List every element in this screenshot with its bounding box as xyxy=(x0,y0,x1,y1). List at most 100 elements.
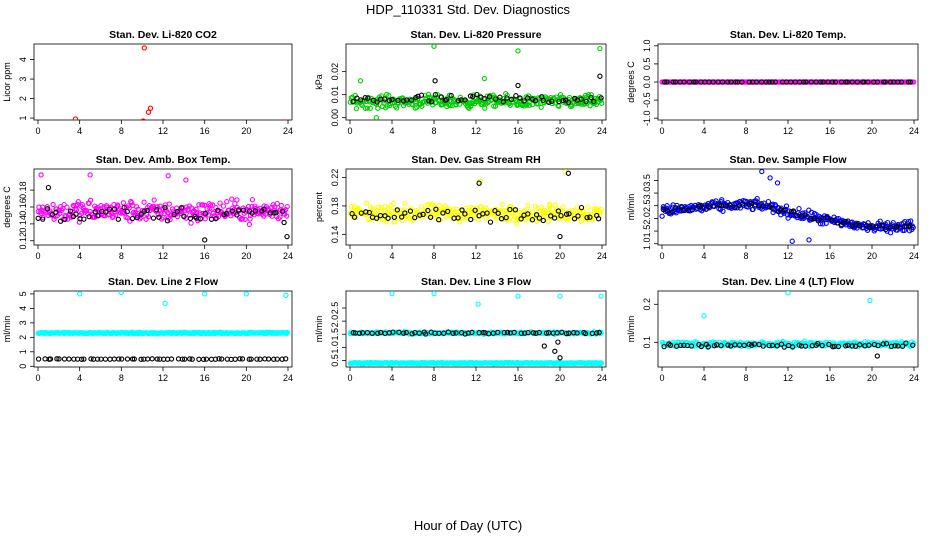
data-point xyxy=(154,207,160,213)
data-point xyxy=(137,124,141,128)
data-point xyxy=(216,208,222,215)
y-tick-label: 3.0 xyxy=(642,187,652,200)
data-point xyxy=(552,348,558,354)
data-point xyxy=(725,79,731,85)
data-point xyxy=(543,330,550,336)
data-point xyxy=(386,92,392,99)
x-tick-label: 16 xyxy=(825,126,835,136)
data-point xyxy=(185,124,189,128)
data-point xyxy=(234,124,238,128)
data-point xyxy=(43,123,47,127)
data-point xyxy=(246,356,252,362)
data-point xyxy=(60,123,64,127)
data-point xyxy=(131,356,137,362)
data-point xyxy=(389,291,395,297)
data-point xyxy=(484,210,490,216)
data-point xyxy=(898,79,905,85)
data-point xyxy=(239,356,246,362)
data-point xyxy=(174,208,180,215)
data-point xyxy=(283,356,289,362)
data-point xyxy=(436,330,442,336)
data-point xyxy=(474,91,480,98)
data-point xyxy=(127,123,131,127)
data-point xyxy=(85,124,89,128)
data-point xyxy=(270,124,274,128)
data-point xyxy=(431,291,437,297)
x-tick-label: 24 xyxy=(597,126,607,136)
data-point xyxy=(513,93,519,99)
data-point xyxy=(115,216,121,222)
data-point xyxy=(166,201,172,207)
data-point xyxy=(87,208,93,215)
data-point xyxy=(118,291,124,296)
data-point xyxy=(673,205,679,211)
data-point xyxy=(571,216,578,222)
data-point xyxy=(905,79,912,85)
data-point xyxy=(129,124,133,128)
data-point xyxy=(135,124,139,128)
data-point xyxy=(103,209,109,215)
x-tick-label: 16 xyxy=(513,373,523,383)
data-point xyxy=(106,124,110,128)
data-point xyxy=(824,214,830,221)
x-tick-label: 4 xyxy=(701,126,706,136)
data-point xyxy=(469,329,475,336)
figure-title: HDP_110331 Std. Dev. Diagnostics xyxy=(366,2,571,17)
x-tick-label: 20 xyxy=(867,251,877,261)
data-point xyxy=(262,124,266,128)
x-tick-label: 0 xyxy=(659,126,664,136)
series-samples xyxy=(35,172,290,228)
data-point xyxy=(71,124,75,128)
data-point xyxy=(113,124,117,128)
data-point xyxy=(769,205,775,211)
data-point xyxy=(722,203,729,209)
data-point xyxy=(274,200,280,207)
data-point xyxy=(145,214,152,220)
data-point xyxy=(107,124,111,128)
data-point xyxy=(500,99,507,105)
data-point xyxy=(265,123,269,127)
x-tick-label: 0 xyxy=(347,126,352,136)
data-point xyxy=(220,124,224,128)
data-point xyxy=(138,211,144,217)
data-point xyxy=(883,340,890,347)
data-point xyxy=(749,342,755,348)
data-point xyxy=(565,170,572,176)
data-point xyxy=(588,92,594,98)
data-point xyxy=(583,98,589,105)
data-point xyxy=(176,124,180,128)
data-point xyxy=(210,124,214,128)
panel-3: Stan. Dev. Li-820 Temp. degrees C 0 4 8 12 16 2… xyxy=(626,29,919,136)
data-point xyxy=(895,223,901,229)
data-point xyxy=(515,82,521,89)
data-point xyxy=(55,123,59,127)
data-point xyxy=(856,223,863,229)
data-point xyxy=(400,98,407,104)
data-point xyxy=(664,79,670,85)
y-axis-label: ml/min xyxy=(2,316,12,343)
data-point xyxy=(134,214,140,221)
data-point xyxy=(45,123,49,127)
data-point xyxy=(796,205,802,212)
data-point xyxy=(426,98,432,104)
data-point xyxy=(236,124,240,128)
data-point xyxy=(680,207,687,214)
data-point xyxy=(367,105,373,111)
data-point xyxy=(98,202,104,209)
data-point xyxy=(578,96,584,102)
data-point xyxy=(54,124,58,128)
series-hourly xyxy=(350,329,602,361)
data-point xyxy=(789,238,795,244)
series-hourly xyxy=(35,356,289,363)
data-point xyxy=(418,204,425,210)
data-point xyxy=(64,204,70,210)
data-point xyxy=(875,342,881,349)
data-point xyxy=(377,207,384,213)
data-point xyxy=(53,209,59,215)
data-point xyxy=(92,209,98,215)
data-point xyxy=(138,124,142,128)
data-point xyxy=(105,124,109,128)
data-point xyxy=(582,330,589,337)
data-point xyxy=(47,124,51,128)
